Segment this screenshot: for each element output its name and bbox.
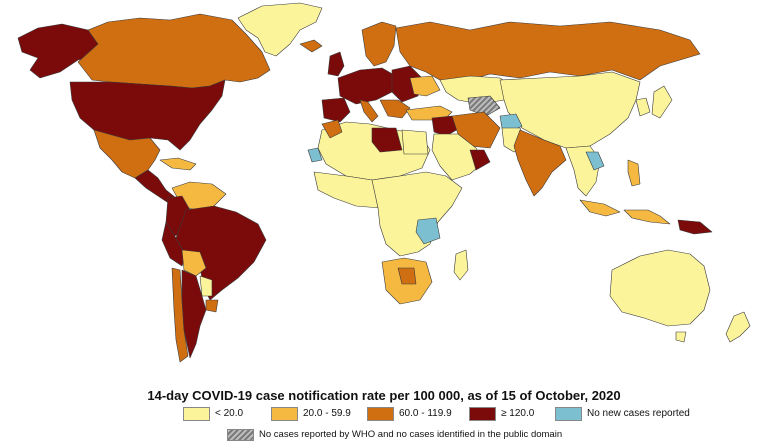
legend-label-ge120: ≥ 120.0 [501,408,535,419]
region-ukraine [409,75,441,97]
legend-hatch: No cases reported by WHO and no cases id… [227,429,627,443]
region-russia [395,21,701,83]
region-arabian-peninsula [431,133,485,181]
region-morocco [321,119,343,139]
region-new-zealand [725,311,751,343]
region-caribbean [159,157,197,171]
region-uk [327,51,345,77]
legend-swatch-lt20 [183,407,210,421]
region-canada [77,13,271,89]
legend-label-60-120: 60.0 - 119.9 [399,408,452,419]
region-australia [609,249,711,327]
region-italy [359,99,379,123]
region-balkans [379,99,411,119]
region-korea [635,97,651,117]
region-indonesia-west [579,199,621,217]
region-png [677,219,713,235]
region-uruguay [205,299,219,313]
region-tasmania [675,331,687,343]
region-scandinavia [361,21,397,67]
region-alaska [17,23,99,79]
region-bolivia [181,249,207,277]
region-iceland [299,39,323,53]
legend-swatch-hatch [227,429,254,441]
map-title: 14-day COVID-19 case notification rate p… [147,388,621,403]
legend-swatch-20-60 [271,407,298,421]
world-choropleth-map [17,2,751,363]
region-madagascar [453,249,469,281]
region-argentina [181,269,207,359]
region-western-sahara [307,147,323,163]
region-botswana [397,267,417,285]
region-egypt [401,129,429,155]
legend-swatch-60-120 [367,407,394,421]
region-oman [469,149,491,171]
region-central-africa [371,171,463,257]
legend-swatch-none [555,407,582,421]
region-laos [585,151,605,171]
region-paraguay [199,275,213,297]
region-greenland [237,2,323,57]
region-iraq-syria [431,115,461,137]
legend-label-hatch: No cases reported by WHO and no cases id… [259,429,563,440]
region-chile [171,267,189,363]
legend-swatch-ge120 [469,407,496,421]
legend-label-20-60: 20.0 - 59.9 [303,408,351,419]
region-india [513,129,567,197]
region-iberia [321,97,351,123]
region-indonesia-east [623,209,671,225]
region-libya [371,127,403,153]
region-japan [651,85,673,119]
region-turkey [405,105,453,121]
legend-label-none: No new cases reported [587,408,690,419]
region-western-europe [337,67,397,105]
region-peru [161,221,187,267]
region-turkmenistan-hatched [467,95,501,117]
region-north-africa [317,121,431,181]
region-tanzania [415,217,441,245]
region-philippines [627,159,641,187]
legend-label-lt20: < 20.0 [215,408,244,419]
